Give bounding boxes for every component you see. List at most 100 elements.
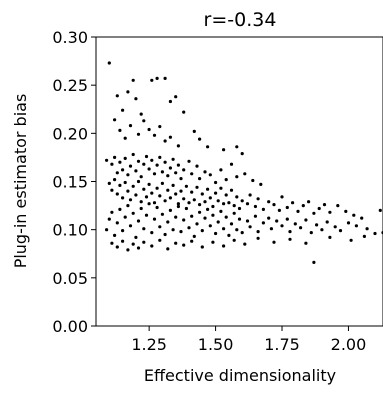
scatter-point: [352, 213, 356, 217]
scatter-point: [123, 156, 127, 160]
scatter-point: [291, 201, 295, 205]
scatter-point: [139, 200, 143, 204]
scatter-point: [179, 230, 183, 234]
scatter-point: [251, 178, 255, 183]
scatter-point: [198, 177, 202, 181]
scatter-point: [277, 208, 281, 212]
scatter-point: [110, 241, 114, 245]
scatter-point: [200, 245, 204, 249]
scatter-point: [131, 152, 135, 157]
scatter-point: [346, 221, 351, 225]
scatter-point: [134, 193, 138, 197]
x-tick-label: 1.25: [131, 335, 167, 354]
scatter-point: [224, 178, 228, 182]
scatter-point: [168, 135, 172, 139]
scatter-point: [139, 206, 143, 211]
scatter-point: [179, 189, 183, 193]
scatter-point: [227, 201, 231, 205]
scatter-point: [232, 211, 236, 215]
scatter-point: [338, 229, 343, 233]
scatter-point: [126, 173, 130, 177]
scatter-point: [142, 187, 146, 191]
scatter-point: [312, 260, 316, 264]
scatter-point: [105, 158, 109, 162]
scatter-point: [219, 168, 223, 172]
scatter-point: [168, 208, 172, 212]
scatter-point: [113, 118, 117, 122]
scatter-point: [158, 225, 162, 229]
scatter-point: [267, 216, 271, 220]
scatter-point: [182, 243, 186, 247]
scatter-point: [229, 222, 234, 226]
y-axis-label: Plug-in estimator bias: [11, 94, 30, 269]
scatter-point: [200, 229, 204, 233]
scatter-point: [174, 215, 178, 219]
scatter-point: [222, 227, 226, 231]
scatter-point: [136, 219, 141, 223]
scatter-point: [253, 204, 257, 209]
scatter-point: [317, 206, 321, 211]
scatter-point: [214, 191, 218, 195]
scatter-point: [158, 238, 162, 242]
scatter-point: [171, 157, 175, 161]
scatter-point: [336, 204, 340, 208]
scatter-point: [259, 182, 263, 186]
scatter-point: [176, 144, 180, 148]
scatter-point: [142, 240, 146, 244]
scatter-point: [123, 215, 127, 219]
scatter-point: [206, 145, 210, 149]
scatter-point: [144, 195, 149, 199]
scatter-point: [203, 200, 207, 204]
scatter-point: [211, 213, 215, 217]
scatter-point: [365, 227, 369, 231]
scatter-point: [163, 139, 167, 143]
scatter-point: [235, 175, 239, 179]
scatter-point: [134, 97, 138, 101]
scatter-point: [245, 219, 250, 223]
scatter-point: [190, 239, 194, 243]
scatter-point: [147, 167, 151, 171]
scatter-point: [187, 201, 191, 205]
scatter-point: [131, 211, 135, 215]
scatter-point: [203, 170, 207, 174]
scatter-point: [115, 171, 119, 175]
scatter-point: [113, 178, 117, 182]
scatter-point: [142, 119, 146, 123]
scatter-point: [208, 196, 212, 200]
scatter-point: [299, 226, 303, 230]
x-axis-label: Effective dimensionality: [144, 366, 336, 385]
scatter-point: [184, 184, 188, 188]
scatter-point: [222, 244, 226, 248]
scatter-point: [206, 187, 210, 191]
scatter-point: [208, 173, 212, 177]
scatter-point: [192, 234, 196, 238]
scatter-point: [248, 193, 252, 197]
scatter-point: [155, 76, 159, 80]
scatter-point: [115, 192, 119, 196]
scatter-point: [121, 196, 125, 200]
scatter-point: [176, 204, 180, 209]
scatter-point: [192, 198, 196, 202]
scatter-point: [134, 235, 138, 239]
scatter-point: [105, 228, 109, 232]
scatter-point: [322, 203, 327, 207]
scatter-point: [131, 184, 135, 188]
scatter-point: [333, 225, 337, 229]
scatter-point: [110, 188, 114, 192]
scatter-point: [118, 128, 122, 132]
scatter-point: [362, 234, 366, 238]
scatter-point: [192, 129, 196, 133]
scatter-point: [237, 206, 242, 211]
scatter-point: [288, 237, 292, 241]
scatter-point: [235, 195, 239, 199]
scatter-point: [256, 197, 260, 201]
scatter-point: [237, 217, 242, 221]
scatter-point: [182, 110, 186, 114]
scatter-point: [126, 204, 130, 208]
scatter-point: [288, 230, 292, 234]
scatter-point: [198, 137, 202, 141]
scatter-point: [123, 136, 127, 140]
scatter-point: [269, 227, 273, 231]
scatter-point: [121, 239, 125, 243]
